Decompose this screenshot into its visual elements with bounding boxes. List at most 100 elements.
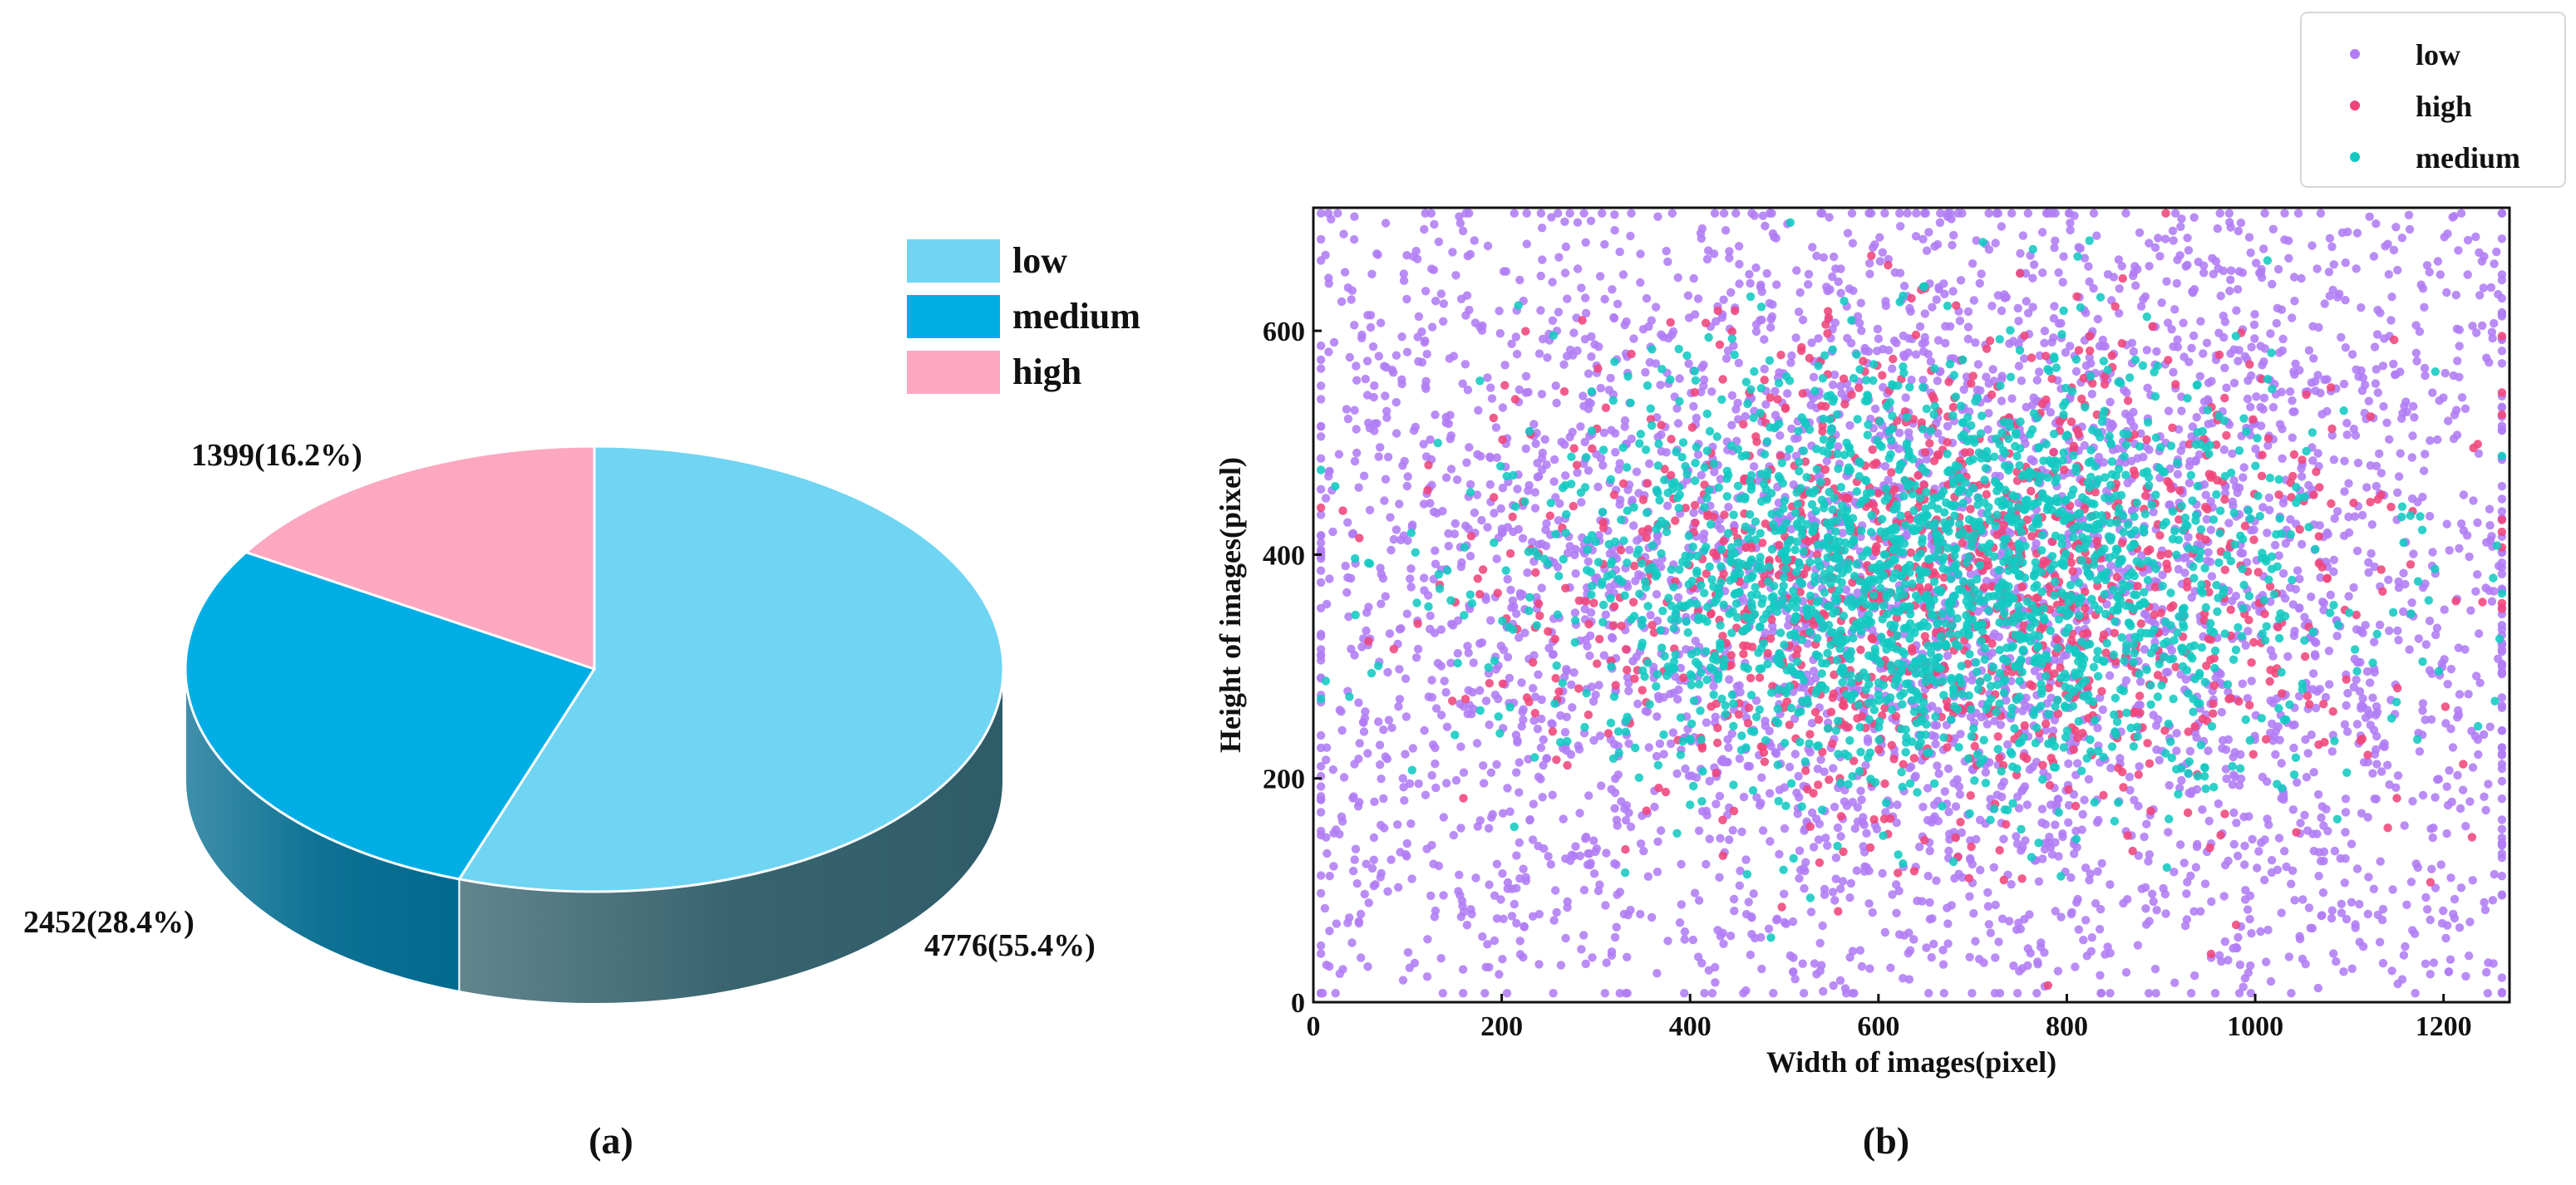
scatter-point-low: [1893, 800, 1902, 809]
scatter-point-high: [2249, 637, 2258, 647]
scatter-point-low: [1383, 452, 1393, 462]
scatter-point-low: [2450, 411, 2460, 420]
scatter-point-low: [1944, 807, 1953, 817]
scatter-point-low: [1734, 358, 1743, 367]
scatter-point-low: [2300, 612, 2309, 622]
scatter-point-low: [2293, 209, 2303, 218]
scatter-point-low: [1316, 381, 1326, 391]
scatter-point-low: [2220, 937, 2229, 947]
scatter-point-low: [2337, 908, 2347, 917]
scatter-point-high: [1569, 444, 1579, 453]
scatter-point-high: [2134, 770, 2143, 779]
scatter-point-high: [1805, 353, 1814, 363]
scatter-point-low: [1350, 855, 1359, 864]
scatter-point-low: [1709, 249, 1719, 258]
scatter-point-low: [1831, 853, 1841, 863]
scatter-point-low: [2167, 325, 2176, 334]
scatter-point-low: [2097, 858, 2106, 868]
scatter-point-low: [2443, 680, 2452, 689]
scatter-point-low: [1864, 899, 1874, 908]
scatter-point-low: [1573, 468, 1582, 477]
scatter-point-low: [2051, 236, 2060, 245]
scatter-point-high: [1810, 707, 1820, 717]
scatter-point-low: [1421, 452, 1431, 461]
scatter-point-low: [2421, 892, 2431, 902]
scatter-point-high: [1621, 845, 1630, 854]
scatter-point-low: [1602, 848, 1611, 858]
scatter-point-low: [2415, 747, 2425, 756]
scatter-point-low: [1512, 768, 1521, 777]
scatter-point-low: [2325, 234, 2335, 243]
scatter-point-low: [1607, 425, 1616, 435]
scatter-point-low: [1354, 755, 1363, 764]
scatter-point-low: [2461, 971, 2470, 981]
scatter-point-low: [2317, 597, 2327, 607]
scatter-point-low: [2247, 342, 2256, 352]
scatter-point-low: [1594, 342, 1603, 352]
scatter-point-low: [1997, 306, 2007, 316]
scatter-point-low: [1398, 461, 1407, 470]
scatter-point-low: [1677, 859, 1686, 869]
scatter-point-low: [2319, 821, 2328, 830]
scatter-point-low: [2144, 989, 2154, 998]
scatter-point-low: [1549, 477, 1559, 486]
scatter-point-low: [1414, 779, 1423, 789]
scatter-point-low: [2040, 327, 2050, 336]
scatter-point-low: [2472, 328, 2481, 337]
scatter-point-low: [1484, 824, 1494, 833]
scatter-point-high: [2277, 689, 2287, 698]
scatter-point-low: [1383, 887, 1392, 897]
scatter-point-low: [1381, 474, 1391, 484]
scatter-point-low: [2200, 879, 2210, 888]
scatter-point-low: [2410, 929, 2420, 938]
scatter-point-low: [2314, 322, 2323, 332]
scatter-point-high: [2027, 353, 2037, 362]
scatter-point-low: [1589, 869, 1599, 878]
scatter-point-low: [1566, 750, 1576, 760]
scatter-point-low: [1533, 459, 1542, 468]
scatter-point-high: [1618, 479, 1628, 489]
scatter-point-low: [1846, 338, 1856, 348]
scatter-point-low: [2357, 510, 2367, 520]
scatter-point-low: [2003, 740, 2012, 750]
scatter-point-low: [2016, 248, 2025, 258]
scatter-point-low: [2329, 949, 2338, 958]
scatter-point-low: [1699, 529, 1709, 538]
scatter-point-low: [1955, 316, 1965, 326]
scatter-point-low: [1684, 359, 1693, 368]
scatter-point-low: [1986, 928, 1995, 937]
scatter-point-low: [2497, 481, 2507, 491]
scatter-point-low: [2341, 808, 2351, 817]
scatter-point-low: [1644, 322, 1653, 332]
scatter-point-low: [2441, 933, 2450, 943]
scatter-point-low: [1680, 989, 1689, 998]
scatter-point-low: [2421, 959, 2431, 969]
scatter-point-low: [1357, 953, 1366, 962]
scatter-point-low: [2032, 538, 2041, 548]
scatter-point-low: [2464, 690, 2473, 699]
scatter-point-low: [1325, 927, 1334, 936]
scatter-point-low: [1522, 209, 1531, 218]
scatter-point-low: [1363, 749, 1372, 758]
scatter-point-high: [1475, 589, 1485, 599]
scatter-point-low: [2393, 771, 2403, 780]
scatter-point-low: [1613, 770, 1623, 779]
scatter-point-low: [2234, 356, 2243, 366]
scatter-point-low: [1548, 650, 1558, 659]
scatter-point-low: [2377, 915, 2387, 925]
scatter-point-low: [2037, 818, 2047, 828]
scatter-point-low: [2455, 342, 2464, 351]
scatter-point-low: [2352, 229, 2362, 238]
scatter-point-low: [1981, 768, 1991, 777]
scatter-point-low: [2181, 553, 2190, 562]
scatter-point-low: [1731, 209, 1741, 218]
scatter-point-low: [1598, 460, 1608, 470]
scatter-point-low: [2450, 894, 2460, 904]
scatter-point-low: [2192, 784, 2202, 794]
scatter-point-low: [1406, 574, 1415, 583]
scatter-point-low: [2343, 689, 2352, 698]
scatter-point-low: [2033, 957, 2042, 966]
scatter-point-low: [2318, 888, 2328, 897]
scatter-point-low: [1567, 680, 1576, 690]
scatter-point-high: [2366, 412, 2376, 421]
